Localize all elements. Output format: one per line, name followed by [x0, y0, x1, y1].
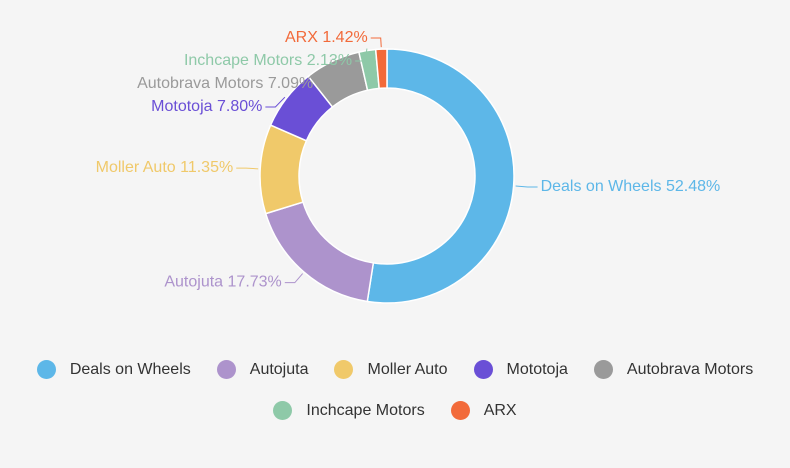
- leader-line: [355, 48, 368, 62]
- label-name: Moller Auto: [96, 159, 176, 176]
- legend-label: Autojuta: [249, 360, 309, 378]
- leader-line: [316, 59, 332, 85]
- legend-label: Mototoja: [506, 360, 568, 378]
- legend-swatch: [273, 401, 293, 420]
- label-name: ARX: [285, 29, 318, 46]
- slice: [374, 48, 388, 90]
- legend-swatch: [334, 360, 354, 379]
- data-label: Moller Auto 11.35%: [96, 159, 234, 176]
- label-name: Autobrava Motors: [137, 75, 263, 92]
- leader-line: [370, 37, 382, 48]
- label-name: Deals on Wheels: [541, 178, 662, 195]
- data-label: Mototoja 7.80%: [151, 98, 262, 115]
- legend-label: Moller Auto: [367, 360, 448, 378]
- leader-line: [265, 96, 286, 108]
- legend-swatch: [36, 360, 56, 379]
- legend-item[interactable]: Moller Auto: [334, 360, 448, 379]
- legend-item[interactable]: Inchcape Motors: [273, 401, 425, 420]
- label-name: Mototoja: [151, 98, 212, 115]
- legend-label: Deals on Wheels: [69, 360, 191, 378]
- data-label: ARX 1.42%: [285, 29, 368, 46]
- label-value: 17.73%: [228, 274, 282, 291]
- data-label: Autobrava Motors 7.09%: [137, 75, 313, 92]
- legend-label: Autobrava Motors: [626, 360, 754, 378]
- leader-line: [515, 185, 538, 188]
- legend-item[interactable]: Mototoja: [473, 360, 568, 379]
- legend-swatch: [473, 360, 493, 379]
- legend-item[interactable]: Autobrava Motors: [593, 360, 754, 379]
- label-value: 11.35%: [180, 159, 233, 176]
- label-name: Autojuta: [164, 274, 223, 291]
- label-value: 1.42%: [322, 29, 367, 46]
- label-value: 2.13%: [307, 52, 352, 69]
- donut-area: Deals on Wheels 52.48% Autojuta 17.73% Mol…: [96, 29, 721, 304]
- legend-swatch: [450, 401, 470, 420]
- slice: [264, 201, 375, 303]
- label-value: 7.80%: [217, 98, 262, 115]
- data-label: Inchcape Motors 2.13%: [184, 52, 352, 69]
- data-label: Deals on Wheels 52.48%: [541, 178, 721, 195]
- data-label: Autojuta 17.73%: [164, 274, 281, 291]
- label-value: 7.09%: [268, 75, 313, 92]
- legend-item[interactable]: Deals on Wheels: [36, 360, 191, 379]
- legend-item[interactable]: Autojuta: [216, 360, 309, 379]
- legend-label: ARX: [483, 401, 517, 419]
- label-name: Inchcape Motors: [184, 52, 302, 69]
- label-value: 52.48%: [666, 178, 720, 195]
- legend-label: Inchcape Motors: [306, 401, 425, 419]
- legend: Deals on Wheels Autojuta Moller Auto Mototo…: [0, 360, 790, 420]
- legend-swatch: [593, 360, 613, 379]
- leader-line: [236, 167, 259, 170]
- legend-item[interactable]: ARX: [450, 401, 517, 420]
- slice: [366, 48, 515, 304]
- leader-line: [284, 273, 304, 284]
- legend-swatch: [216, 360, 236, 379]
